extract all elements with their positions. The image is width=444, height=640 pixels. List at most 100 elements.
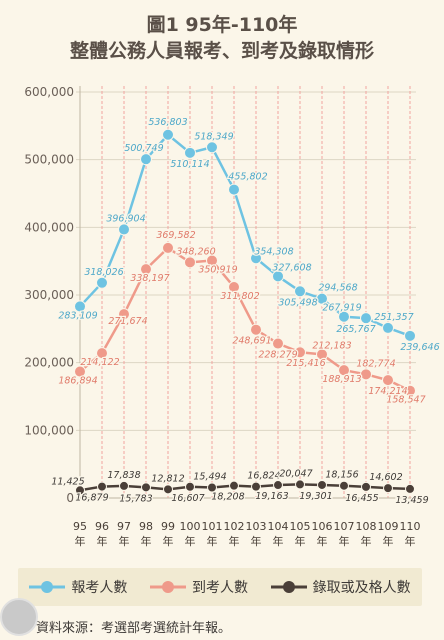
data-point: [229, 480, 239, 491]
x-tick-label: 106: [312, 520, 333, 533]
data-point: [163, 484, 173, 495]
data-point: [294, 346, 306, 359]
corner-badge: [0, 598, 38, 636]
data-point: [273, 480, 283, 491]
data-label: 17,838: [107, 470, 140, 481]
data-label: 239,646: [400, 342, 439, 353]
data-label: 354,308: [254, 246, 293, 257]
legend-item-attended: 到考人數: [149, 577, 248, 597]
series-line-1: [79, 246, 411, 392]
data-label: 13,459: [395, 495, 428, 506]
x-tick-label: 103: [246, 520, 267, 533]
data-point: [206, 254, 218, 267]
x-tick-unit: 年: [229, 534, 240, 548]
x-tick-unit: 年: [251, 534, 262, 548]
x-tick-unit: 年: [207, 534, 218, 548]
line-chart: 0 100,000 200,000 300,000 400,000 500,000 600,…: [24, 85, 441, 548]
data-point: [316, 348, 328, 361]
data-point: [228, 183, 240, 196]
data-label: 11,425: [51, 476, 84, 487]
x-tick-label: 102: [224, 520, 245, 533]
data-point: [338, 310, 350, 323]
data-label: 348,260: [176, 246, 215, 257]
data-label: 510,114: [170, 159, 209, 170]
data-label: 14,602: [369, 472, 402, 483]
data-point: [228, 281, 240, 294]
chart-title-line1: 圖1 95年-110年: [146, 14, 298, 36]
x-tick-label: 99: [161, 520, 175, 533]
data-label: 212,183: [312, 340, 351, 351]
data-label: 536,803: [148, 117, 187, 128]
x-tick-unit: 年: [185, 534, 196, 548]
x-tick-label: 107: [334, 520, 355, 533]
data-point: [96, 347, 108, 360]
data-label: 158,547: [386, 395, 425, 406]
data-label: 16,879: [75, 493, 108, 504]
data-point: [184, 256, 196, 269]
x-tick-unit: 年: [273, 534, 284, 548]
data-label: 294,568: [318, 283, 357, 294]
data-label: 251,357: [374, 312, 413, 323]
x-tick-label: 100: [180, 520, 201, 533]
data-label: 228,279: [258, 350, 297, 361]
data-point: [316, 292, 328, 305]
data-point: [339, 480, 349, 491]
x-tick-unit: 年: [339, 534, 350, 548]
data-label: 248,691: [232, 336, 271, 347]
data-point: [96, 276, 108, 289]
x-tick-unit: 年: [163, 534, 174, 548]
data-label: 16,455: [345, 493, 378, 504]
data-label: 318,026: [84, 267, 123, 278]
data-point: [382, 374, 394, 387]
data-label: 283,109: [58, 310, 97, 321]
data-point: [295, 479, 305, 490]
data-point: [118, 308, 130, 321]
data-label: 20,047: [279, 468, 312, 479]
y-tick-label: 0: [66, 491, 74, 505]
data-label: 267,919: [322, 303, 361, 314]
data-label: 19,163: [255, 491, 288, 502]
line-circle-blue-icon: [29, 581, 66, 593]
x-tick-label: 109: [378, 520, 399, 533]
data-point: [404, 329, 416, 342]
data-point: [404, 384, 416, 397]
data-point: [317, 479, 327, 490]
data-point: [162, 241, 174, 254]
data-point: [382, 321, 394, 334]
data-point: [360, 312, 372, 325]
data-point: [405, 483, 415, 494]
legend-item-applied: 報考人數: [29, 577, 127, 597]
data-label: 518,349: [194, 131, 233, 142]
data-label: 311,802: [220, 291, 259, 302]
legend-label-admitted: 錄取或及格人數: [312, 580, 411, 596]
data-point: [251, 481, 261, 492]
x-tick-label: 105: [290, 520, 311, 533]
data-point: [272, 270, 284, 283]
data-point: [141, 482, 151, 493]
legend-label-attended: 到考人數: [191, 580, 248, 596]
data-point: [272, 337, 284, 350]
x-tick-unit: 年: [361, 534, 372, 548]
data-point: [118, 223, 130, 236]
data-point: [140, 263, 152, 276]
source-note: 資料來源：考選部考選統計年報。: [36, 621, 232, 636]
y-tick-label: 300,000: [24, 288, 74, 302]
x-tick-unit: 年: [405, 534, 416, 548]
data-point: [250, 252, 262, 265]
data-point: [294, 285, 306, 298]
data-label: 19,301: [299, 491, 332, 502]
line-circle-dark-icon: [270, 581, 307, 593]
data-point: [74, 300, 86, 313]
y-tick-label: 100,000: [24, 423, 74, 437]
data-label: 369,582: [156, 230, 195, 241]
x-tick-unit: 年: [295, 534, 306, 548]
data-point: [360, 368, 372, 381]
data-label: 18,208: [211, 492, 244, 503]
chart-legend: 報考人數 到考人數 錄取或及格人數: [18, 568, 422, 606]
data-label: 215,416: [286, 358, 325, 369]
data-point: [74, 365, 86, 378]
y-tick-label: 600,000: [24, 85, 74, 99]
x-tick-label: 97: [117, 520, 131, 533]
data-label: 16,607: [171, 493, 204, 504]
data-label: 12,812: [151, 473, 184, 484]
